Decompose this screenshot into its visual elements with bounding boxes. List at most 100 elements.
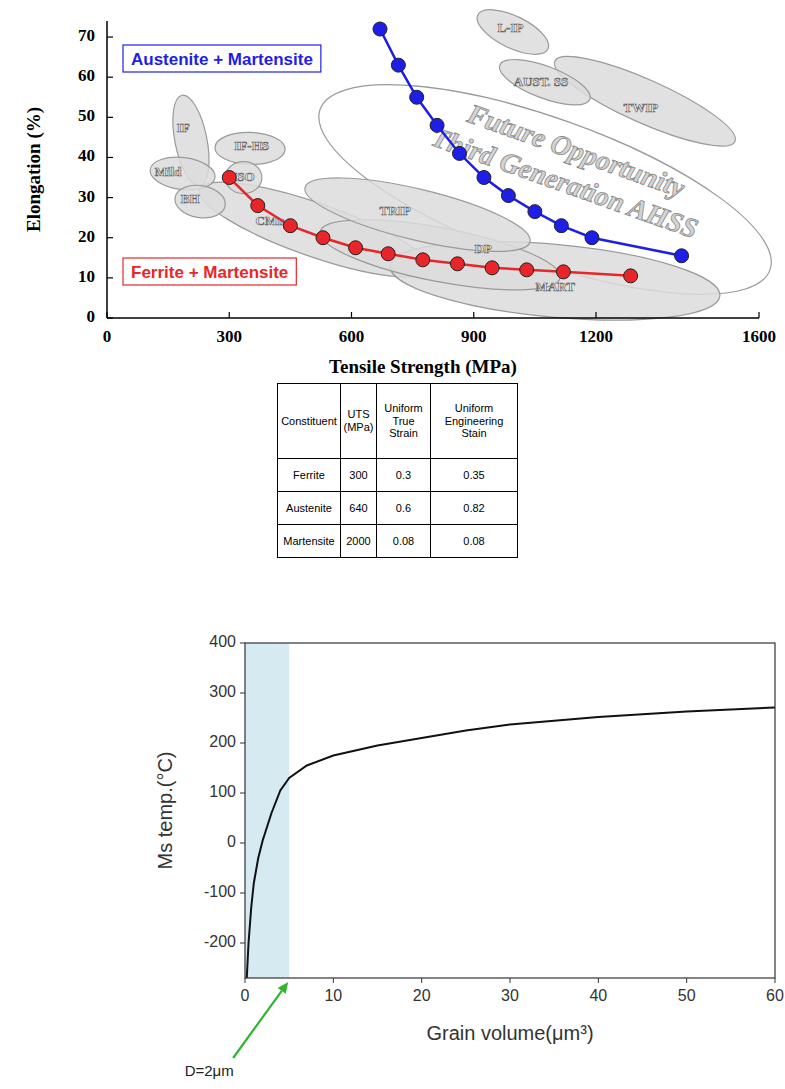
y-tick [240,943,245,944]
annotation: D=2μm [185,1062,234,1079]
point [520,263,534,277]
point [485,261,499,275]
region [173,182,228,222]
point [381,247,395,261]
x-tick-label: 300 [217,327,243,346]
point [554,219,568,233]
series-line [380,29,682,256]
y-tick [107,197,113,198]
x-tick [598,978,599,983]
cell: 0.3 [377,459,431,492]
x-axis [107,317,759,319]
x-tick [229,312,230,318]
region [215,131,286,165]
cell: Austenite [278,492,341,525]
point [373,22,387,36]
point [556,265,570,279]
x-tick-label: 1600 [742,327,776,346]
row: Martensite20000.080.08 [278,525,518,558]
y-tick-label: 100 [209,783,236,800]
y-tick-label: 400 [209,633,236,650]
y-tick [107,77,113,78]
point [452,146,466,160]
y-tick-label: 60 [78,66,95,85]
table-wrap: ConstituentUTS (MPa)Uniform True StrainU… [277,383,518,558]
plot-group [245,643,775,978]
y-tick [107,117,113,118]
y-tick-label: 200 [209,733,236,750]
legend-item: Ferrite + Martensite [123,258,296,285]
y-tick [240,643,245,644]
x-tick [106,312,107,318]
header-cell: Uniform True Strain [377,384,431,459]
x-tick [510,978,511,983]
x-axis-title: Tensile Strength (MPa) [329,356,517,378]
point [585,231,599,245]
annotation-arrow [233,991,282,1058]
y-tick-label: 30 [78,187,95,206]
x-tick [686,978,687,983]
y-tick-label: 0 [227,833,236,850]
region [471,1,555,64]
region-label: IF-HS [234,138,269,153]
y-tick [107,317,113,318]
annotation-arrowhead [278,982,288,994]
point [675,249,689,263]
y-tick [240,693,245,694]
row: Austenite6400.60.82 [278,492,518,525]
header-row: ConstituentUTS (MPa)Uniform True StrainU… [278,384,518,459]
region-label: Mild [155,164,182,179]
x-tick-label: 60 [766,987,784,1004]
cell: Martensite [278,525,341,558]
y-tick-label: 0 [87,307,96,326]
x-tick-label: 30 [501,987,519,1004]
x-tick-label: 40 [589,987,607,1004]
y-tick [240,743,245,744]
header-cell: Constituent [278,384,341,459]
x-tick [245,978,246,983]
x-tick-label: 10 [324,987,342,1004]
y-tick [240,793,245,794]
region-label: BH [181,191,200,206]
x-tick [421,978,422,983]
region-label: MART [536,279,576,294]
series-line [247,708,775,979]
y-tick [240,843,245,844]
point [283,219,297,233]
y-axis [106,21,108,318]
x-tick-label: 0 [103,327,112,346]
header-cell: UTS (MPa) [341,384,377,459]
y-tick-label: 40 [78,146,95,165]
point [416,253,430,267]
region-label: TRIP [380,203,411,218]
legend-item: Austenite + Martensite [123,45,321,72]
region [296,42,785,338]
legend-label: Austenite + Martensite [131,50,313,69]
cell: 640 [341,492,377,525]
y-tick [240,893,245,894]
cell: 300 [341,459,377,492]
y-tick-label: 20 [78,227,95,246]
region [494,50,595,114]
y-tick [107,36,113,37]
region-label: IF [177,120,190,135]
canvas: Future OpportunityThird Generation AHSSC… [0,0,785,1089]
x-tick-label: 20 [413,987,431,1004]
y-tick-label: -200 [204,933,236,950]
x-tick [758,312,759,318]
region-label: Third Generation AHSS [427,121,702,245]
point [450,257,464,271]
x-tick [595,312,596,318]
row: Ferrite3000.30.35 [278,459,518,492]
point [251,199,265,213]
point [430,118,444,132]
y-axis-title: Elongation (%) [23,107,45,232]
x-tick-label: 1200 [579,327,613,346]
plot-frame [245,643,775,978]
y-tick-label: 50 [78,106,95,125]
region [299,163,536,267]
point [477,171,491,185]
point [501,189,515,203]
highlight-band [245,643,289,978]
chart-1: Future OpportunityThird Generation AHSSC… [23,1,785,378]
